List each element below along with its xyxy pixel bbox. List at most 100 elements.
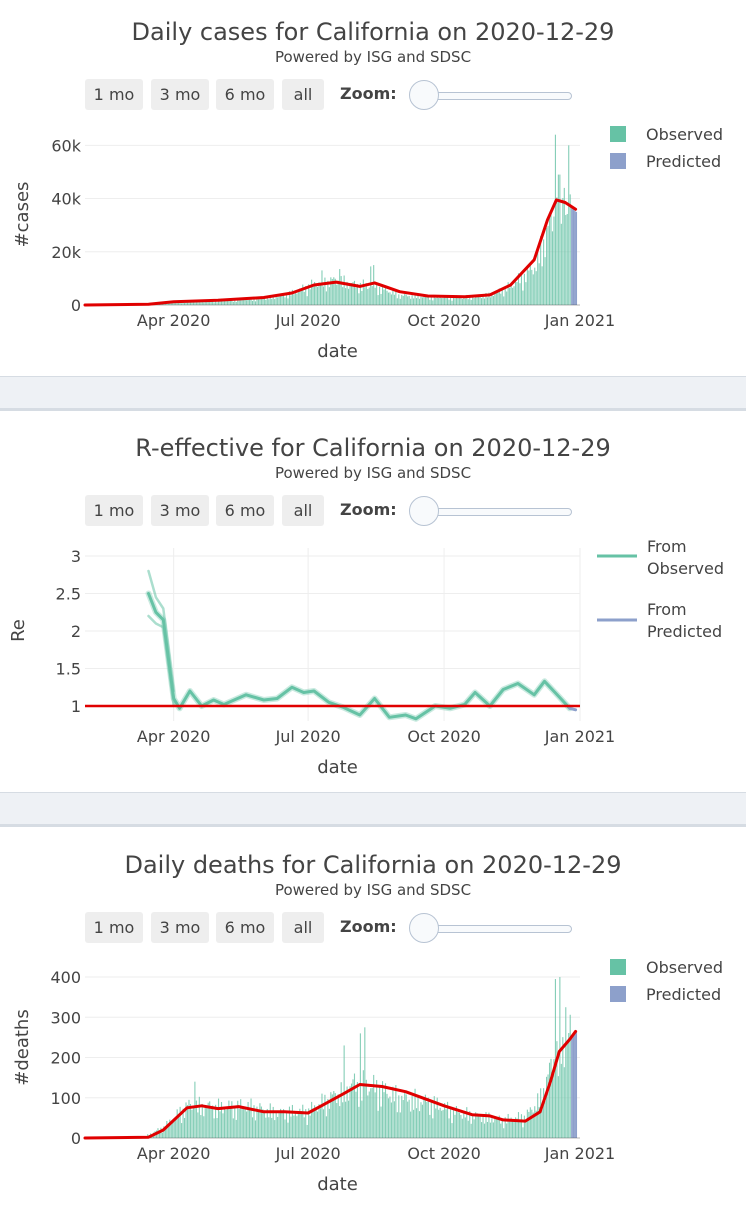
- observed-line: [149, 594, 570, 719]
- zoom-slider-track[interactable]: [420, 508, 572, 516]
- range-all-button[interactable]: all: [282, 912, 324, 943]
- observed-bar: [242, 300, 243, 305]
- observed-bar: [197, 1112, 198, 1138]
- range-1mo-button[interactable]: 1 mo: [85, 912, 143, 943]
- range-3mo-button[interactable]: 3 mo: [151, 912, 209, 943]
- y-tick-label: 400: [50, 968, 81, 987]
- x-tick-label: Apr 2020: [137, 727, 210, 746]
- observed-bar: [412, 1096, 413, 1138]
- zoom-slider-track[interactable]: [420, 925, 572, 933]
- range-6mo-button[interactable]: 6 mo: [216, 495, 274, 526]
- range-all-button[interactable]: all: [282, 79, 324, 110]
- observed-bar: [564, 188, 565, 305]
- observed-bar: [552, 231, 553, 305]
- x-axis-title: date: [317, 341, 358, 362]
- observed-bar: [199, 1097, 200, 1138]
- range-all-button[interactable]: all: [282, 495, 324, 526]
- range-3mo-button[interactable]: 3 mo: [151, 79, 209, 110]
- observed-bar: [284, 1119, 285, 1138]
- observed-bar: [542, 1109, 543, 1138]
- observed-bar: [301, 289, 302, 305]
- observed-bar: [194, 1082, 195, 1138]
- observed-bar: [383, 1092, 384, 1138]
- observed-bar: [339, 1106, 340, 1138]
- observed-bar: [329, 287, 330, 305]
- observed-bar: [468, 1121, 469, 1138]
- observed-bar: [212, 1106, 213, 1138]
- observed-bar: [279, 1111, 280, 1138]
- legend-label-predicted: Predicted: [646, 152, 721, 171]
- panel-separator: [0, 792, 746, 827]
- observed-bar: [539, 263, 540, 305]
- observed-bar: [519, 1121, 520, 1138]
- observed-bar: [515, 282, 516, 305]
- zoom-slider-handle[interactable]: [409, 913, 439, 943]
- predicted-bar: [574, 1033, 575, 1138]
- observed-bar: [381, 1107, 382, 1138]
- zoom-slider-track[interactable]: [420, 92, 572, 100]
- observed-bar: [342, 1102, 343, 1138]
- observed-bar: [193, 1107, 194, 1138]
- range-6mo-button[interactable]: 6 mo: [216, 912, 274, 943]
- observed-bar: [282, 1111, 283, 1138]
- y-tick-label: 300: [50, 1008, 81, 1027]
- observed-bar: [429, 1115, 430, 1138]
- observed-bar: [462, 299, 463, 305]
- range-1mo-button[interactable]: 1 mo: [85, 495, 143, 526]
- observed-bar: [345, 1102, 346, 1138]
- observed-bar: [293, 294, 294, 305]
- observed-bar: [406, 295, 407, 305]
- observed-bar: [375, 1092, 376, 1138]
- observed-bar: [296, 1116, 297, 1138]
- observed-bar: [522, 291, 523, 305]
- observed-bar: [222, 301, 223, 305]
- observed-bar: [327, 1099, 328, 1138]
- observed-bar: [420, 1102, 421, 1138]
- observed-bar: [502, 1119, 503, 1138]
- observed-bar: [302, 1105, 303, 1138]
- zoom-slider-handle[interactable]: [409, 80, 439, 110]
- observed-bar: [345, 288, 346, 305]
- range-6mo-button[interactable]: 6 mo: [216, 79, 274, 110]
- observed-bar: [375, 288, 376, 305]
- observed-bar: [400, 299, 401, 305]
- observed-bar: [274, 1120, 275, 1138]
- observed-bar: [562, 1037, 563, 1138]
- observed-bar: [448, 300, 449, 305]
- observed-bar: [561, 1064, 562, 1138]
- observed-bar: [200, 1115, 201, 1138]
- observed-bar: [394, 1101, 395, 1138]
- observed-bar: [406, 1094, 407, 1138]
- observed-bar: [214, 1118, 215, 1138]
- observed-bar: [514, 1121, 515, 1138]
- observed-bar: [165, 1129, 166, 1138]
- observed-bar: [500, 294, 501, 305]
- observed-bar: [317, 1112, 318, 1138]
- observed-bar: [190, 1104, 191, 1138]
- observed-bar: [227, 1107, 228, 1138]
- y-tick-label: 60k: [51, 136, 81, 155]
- observed-bar: [481, 1122, 482, 1138]
- observed-bar: [550, 212, 551, 305]
- observed-bar: [382, 1081, 383, 1138]
- observed-bar: [397, 298, 398, 305]
- observed-bar: [301, 1111, 302, 1138]
- zoom-slider-handle[interactable]: [409, 496, 439, 526]
- observed-bar: [239, 300, 240, 305]
- range-1mo-button[interactable]: 1 mo: [85, 79, 143, 110]
- observed-bar: [524, 1116, 525, 1138]
- observed-bar: [370, 266, 371, 305]
- observed-bar: [448, 1118, 449, 1138]
- observed-bar: [249, 1110, 250, 1138]
- observed-bar: [531, 1110, 532, 1138]
- legend-label-observed: Observed: [647, 559, 724, 578]
- range-3mo-button[interactable]: 3 mo: [151, 495, 209, 526]
- observed-bar: [391, 294, 392, 305]
- observed-bar: [423, 296, 424, 305]
- observed-bar: [383, 290, 384, 305]
- observed-bar: [463, 1112, 464, 1138]
- observed-bar: [416, 1108, 417, 1138]
- observed-bar: [378, 1111, 379, 1138]
- observed-bar: [478, 1115, 479, 1138]
